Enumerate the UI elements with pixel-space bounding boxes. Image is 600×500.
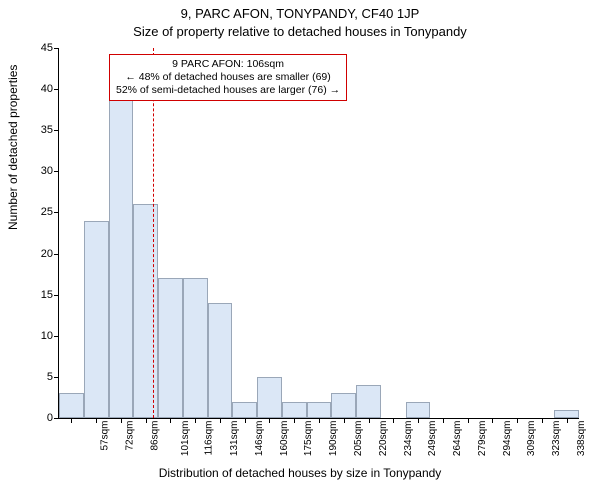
x-tick-label: 86sqm [149,421,160,451]
y-tick-mark [54,89,59,90]
x-tick-mark [517,418,518,423]
x-tick-label: 160sqm [279,421,290,457]
y-tick-label: 25 [23,206,53,218]
chart-title-description: Size of property relative to detached ho… [0,24,600,39]
property-marker-line [153,48,154,418]
x-tick-mark [220,418,221,423]
x-tick-label: 249sqm [427,421,438,457]
plot-area: 05101520253035404557sqm72sqm86sqm101sqm1… [58,48,579,419]
x-tick-label: 234sqm [403,421,414,457]
x-axis-label: Distribution of detached houses by size … [0,466,600,480]
histogram-bar [208,303,233,418]
x-tick-mark [418,418,419,423]
annotation-line: 9 PARC AFON: 106sqm [116,58,340,71]
y-tick-label: 5 [23,371,53,383]
x-tick-mark [468,418,469,423]
x-tick-mark [542,418,543,423]
x-tick-label: 323sqm [551,421,562,457]
x-tick-mark [245,418,246,423]
y-tick-mark [54,295,59,296]
y-tick-mark [54,336,59,337]
x-tick-mark [294,418,295,423]
y-tick-label: 40 [23,83,53,95]
y-axis-label: Number of detached properties [6,65,20,230]
histogram-bar [257,377,282,418]
y-tick-mark [54,48,59,49]
y-tick-mark [54,418,59,419]
y-tick-label: 0 [23,412,53,424]
x-tick-mark [146,418,147,423]
histogram-bar [109,81,134,418]
chart-title-address: 9, PARC AFON, TONYPANDY, CF40 1JP [0,6,600,21]
x-tick-mark [369,418,370,423]
x-tick-mark [121,418,122,423]
x-tick-mark [71,418,72,423]
x-tick-label: 294sqm [502,421,513,457]
y-tick-label: 30 [23,165,53,177]
histogram-bar [183,278,208,418]
x-tick-mark [269,418,270,423]
y-tick-mark [54,377,59,378]
x-tick-label: 279sqm [477,421,488,457]
x-tick-mark [567,418,568,423]
x-tick-label: 220sqm [378,421,389,457]
annotation-box: 9 PARC AFON: 106sqm← 48% of detached hou… [109,54,347,101]
x-tick-label: 131sqm [229,421,240,457]
annotation-line: 52% of semi-detached houses are larger (… [116,84,340,97]
x-tick-label: 264sqm [452,421,463,457]
y-tick-label: 10 [23,330,53,342]
annotation-line: ← 48% of detached houses are smaller (69… [116,71,340,84]
x-tick-label: 205sqm [353,421,364,457]
histogram-bar [59,393,84,418]
histogram-bar [331,393,356,418]
x-tick-mark [170,418,171,423]
x-tick-label: 309sqm [526,421,537,457]
y-tick-mark [54,171,59,172]
chart-container: 9, PARC AFON, TONYPANDY, CF40 1JP Size o… [0,0,600,500]
histogram-bar [554,410,579,418]
x-tick-mark [492,418,493,423]
histogram-bar [282,402,307,418]
x-tick-label: 101sqm [180,421,191,457]
histogram-bar [158,278,183,418]
y-tick-label: 20 [23,248,53,260]
histogram-bar [84,221,109,418]
x-tick-mark [96,418,97,423]
histogram-bar [307,402,332,418]
histogram-bar [406,402,431,418]
x-tick-label: 338sqm [576,421,587,457]
x-tick-label: 57sqm [100,421,111,451]
y-tick-mark [54,254,59,255]
x-tick-mark [319,418,320,423]
y-tick-label: 45 [23,42,53,54]
y-tick-label: 15 [23,289,53,301]
x-tick-label: 146sqm [254,421,265,457]
x-tick-mark [344,418,345,423]
x-tick-label: 175sqm [304,421,315,457]
x-tick-label: 116sqm [204,421,215,456]
histogram-bar [356,385,381,418]
histogram-bar [232,402,257,418]
x-tick-mark [393,418,394,423]
y-tick-mark [54,212,59,213]
y-tick-label: 35 [23,124,53,136]
x-tick-mark [195,418,196,423]
x-tick-mark [443,418,444,423]
x-tick-label: 72sqm [125,421,136,451]
y-tick-mark [54,130,59,131]
x-tick-label: 190sqm [328,421,339,457]
